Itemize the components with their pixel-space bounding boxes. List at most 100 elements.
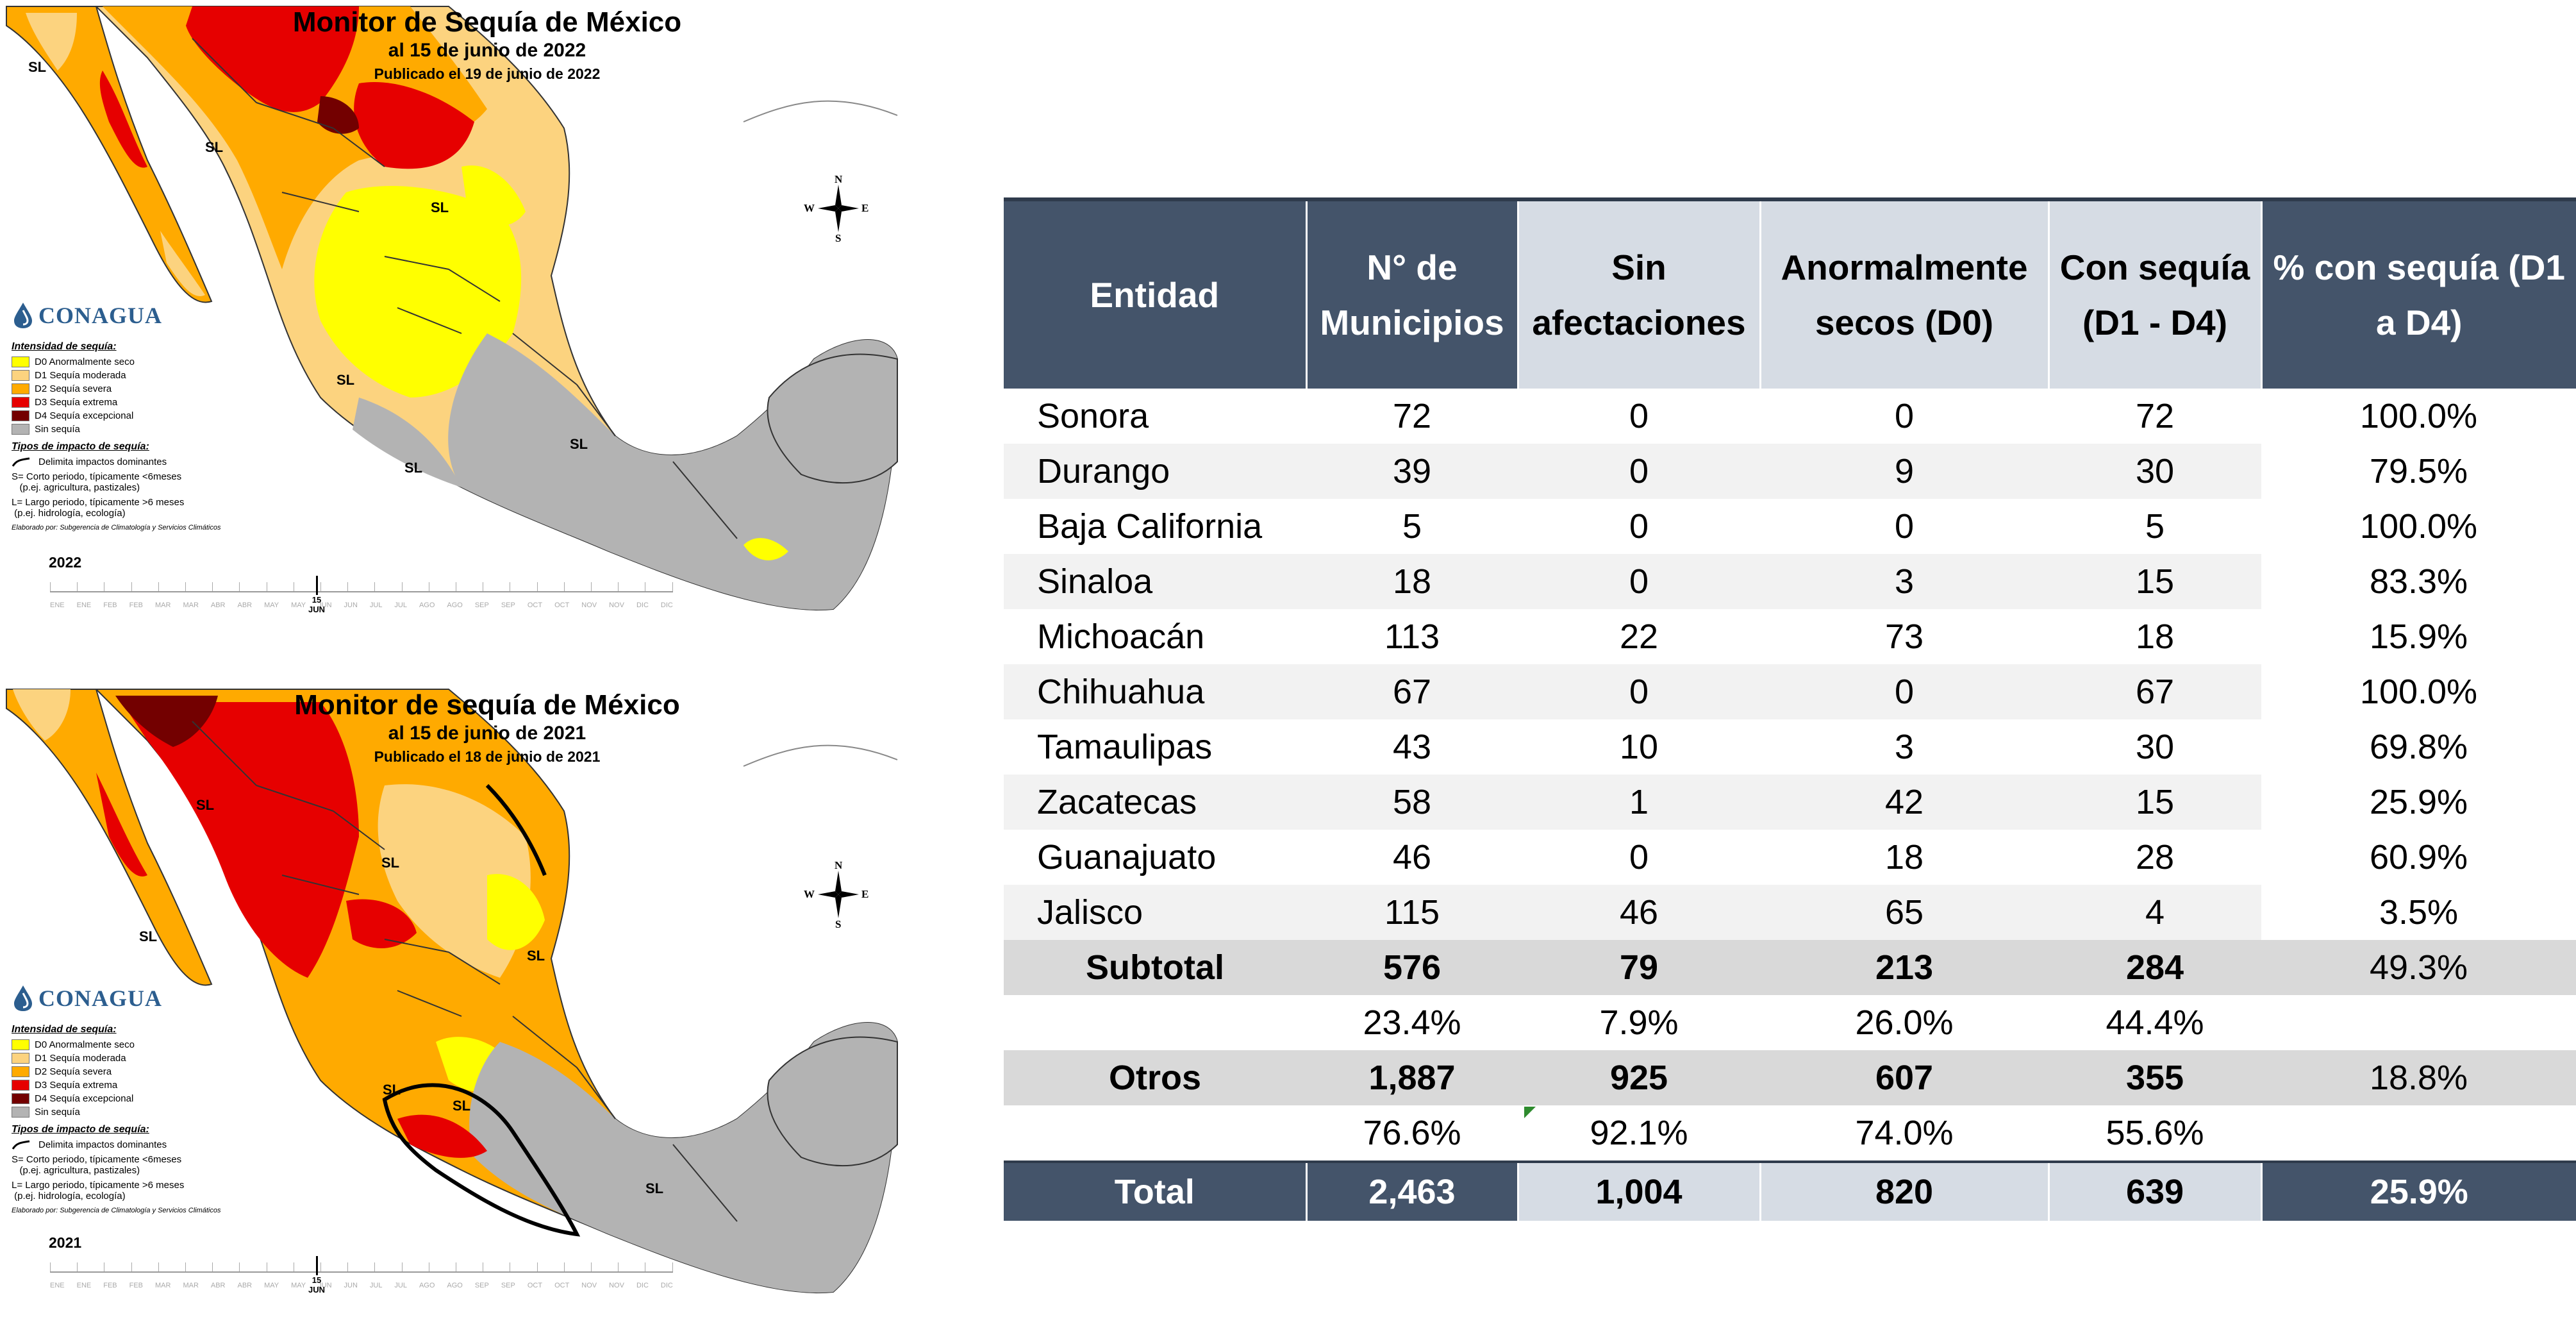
cell-con-sequia: 18 [2135, 617, 2175, 656]
cell-con-sequia: 30 [2135, 728, 2175, 766]
cell-municipios: 5 [1402, 507, 1422, 546]
total-label: Total [1004, 1162, 1306, 1221]
cell-entidad: Sinaloa [1004, 554, 1306, 609]
compass-icon: N S W E [804, 859, 868, 930]
impact-line-item: Delimita impactos dominantes [12, 457, 223, 467]
conagua-logo: CONAGUA [12, 984, 162, 1012]
cell-con-sequia: 30 [2048, 444, 2261, 499]
drought-legend: Intensidad de sequía: D0 Anormalmente se… [12, 1024, 223, 1214]
subtotal-pct-cell: 7.9% [1518, 995, 1760, 1050]
cell-con-sequia: 4 [2048, 885, 2261, 940]
legend-label: D4 Sequía excepcional [35, 410, 134, 421]
region-label: SL [383, 1082, 401, 1098]
timeline-marker-day: 15 [312, 1275, 322, 1285]
timeline: 2021 ENE ENE FEB FEB MAR MAR ABR ABR MAY MAY JUN JU… [38, 1234, 673, 1295]
timeline-year: 2022 [49, 554, 82, 571]
subtotal-anormalmente-secos: 213 [1760, 940, 2048, 995]
subtotal-pct-cell [1004, 995, 1306, 1050]
conagua-logo-text: CONAGUA [38, 303, 162, 328]
cell-municipios: 113 [1384, 617, 1440, 656]
legend-swatch [12, 356, 29, 367]
cell-pct-sequia: 3.5% [2261, 885, 2576, 940]
conagua-logo: CONAGUA [12, 301, 162, 330]
cell-anormalmente-secos: 3 [1760, 554, 2048, 609]
cell-sin-afectaciones: 0 [1629, 838, 1649, 876]
impact-short-example: (p.ej. agricultura, pastizales) [19, 482, 140, 493]
drought-map-2022: Monitor de Sequía de México al 15 de jun… [0, 0, 910, 641]
impact-long-example: (p.ej. hidrología, ecología) [14, 508, 126, 519]
region-label: SL [431, 199, 449, 215]
impact-long: L= Largo periodo, típicamente >6 meses (… [12, 497, 223, 519]
total-pct-sequia: 25.9% [2260, 1162, 2576, 1221]
cell-entidad: Baja California [1037, 507, 1263, 546]
cell-con-sequia: 72 [2135, 397, 2175, 435]
total-con-sequia: 639 [2047, 1162, 2261, 1221]
legend-swatch [12, 1039, 29, 1050]
legend-item: D2 Sequía severa [12, 382, 223, 396]
otros-sin-afectaciones: 925 [1518, 1050, 1760, 1105]
legend-swatch [12, 1080, 29, 1091]
compass-n: N [835, 859, 843, 871]
subtotal-pct-cell [2261, 995, 2576, 1050]
subtotal-row: Subtotal 576 79 213 284 49.3% [1004, 940, 2576, 995]
cell-anormalmente-secos: 0 [1894, 507, 1915, 546]
legend-swatch [12, 383, 29, 394]
credit-text: Elaborado por: Subgerencia de Climatolog… [12, 524, 221, 532]
legend-swatch [12, 410, 29, 421]
region-label: SL [196, 797, 215, 813]
legend-title: Intensidad de sequía: [12, 1024, 117, 1035]
impact-short-label: S= Corto periodo, típicamente <6meses [12, 1154, 182, 1165]
cell-anormalmente-secos: 18 [1884, 838, 1924, 876]
legend-label: D0 Anormalmente seco [35, 1039, 135, 1050]
otros-pct-cell [2261, 1105, 2576, 1162]
impact-long-label: L= Largo periodo, típicamente >6 meses [12, 1180, 185, 1191]
table-header-row: Entidad N° de Municipios Sin afectacione… [1004, 199, 2576, 389]
legend-label: D4 Sequía excepcional [35, 1093, 134, 1104]
map-title: Monitor de Sequía de México [292, 6, 682, 38]
legend-swatch [12, 370, 29, 381]
cell-sin-afectaciones: 46 [1518, 885, 1760, 940]
table-row: Durango 39 0 9 30 79.5% [1004, 444, 2576, 499]
legend-item: Sin sequía [12, 1105, 223, 1119]
cell-entidad: Michoacán [1037, 617, 1205, 656]
timeline-marker-month: JUN [308, 1285, 325, 1295]
otros-anormalmente-secos: 607 [1760, 1050, 2048, 1105]
legend-label: Sin sequía [35, 1107, 80, 1118]
compass-s: S [835, 918, 842, 930]
table-row: Michoacán 113 22 73 18 15.9% [1004, 609, 2576, 664]
region-label: SL [645, 1180, 664, 1196]
cell-con-sequia: 5 [2145, 507, 2165, 546]
cell-pct-sequia: 69.8% [2369, 728, 2468, 766]
map-title-block: Monitor de sequía de México al 15 de jun… [269, 689, 705, 766]
otros-pct-sequia: 18.8% [2261, 1050, 2576, 1105]
subtotal-pct-cell: 23.4% [1306, 995, 1518, 1050]
timeline-year: 2021 [49, 1234, 82, 1251]
region-label: SL [337, 372, 355, 388]
timeline-ticks [50, 582, 673, 591]
timeline-marker-day: 15 [312, 595, 322, 605]
impact-line-label: Delimita impactos dominantes [38, 1139, 167, 1150]
timeline-ticks [50, 1262, 673, 1271]
otros-pct-cell: 76.6% [1306, 1105, 1518, 1162]
impact-title: Tipos de impacto de sequía: [12, 1124, 149, 1135]
otros-pct-cell: 55.6% [2048, 1105, 2261, 1162]
table-row: Tamaulipas 43 10 3 30 69.8% [1004, 719, 2576, 775]
map-date: al 15 de junio de 2022 [388, 40, 586, 61]
legend-label: Sin sequía [35, 424, 80, 435]
impact-line-item: Delimita impactos dominantes [12, 1139, 223, 1150]
cell-sin-afectaciones: 0 [1518, 554, 1760, 609]
impact-long: L= Largo periodo, típicamente >6 meses (… [12, 1180, 223, 1202]
legend-title: Intensidad de sequía: [12, 341, 117, 352]
water-drop-icon [14, 985, 32, 1011]
drought-map-2021: Monitor de sequía de México al 15 de jun… [0, 683, 910, 1324]
subtotal-pct-cell: 44.4% [2048, 995, 2261, 1050]
impact-title: Tipos de impacto de sequía: [12, 441, 149, 452]
cell-municipios: 39 [1306, 444, 1518, 499]
cell-entidad: Chihuahua [1004, 664, 1306, 719]
legend-label: D1 Sequía moderada [35, 370, 126, 381]
timeline-months: ENE ENE FEB FEB MAR MAR ABR ABR MAY MAY JUN JUN JUL J… [50, 1282, 673, 1289]
header-pct-sequia: % con sequía (D1 a D4) [2260, 199, 2576, 389]
cell-municipios: 72 [1392, 397, 1432, 435]
cell-entidad: Guanajuato [1037, 838, 1217, 876]
compass-e: E [861, 888, 869, 900]
